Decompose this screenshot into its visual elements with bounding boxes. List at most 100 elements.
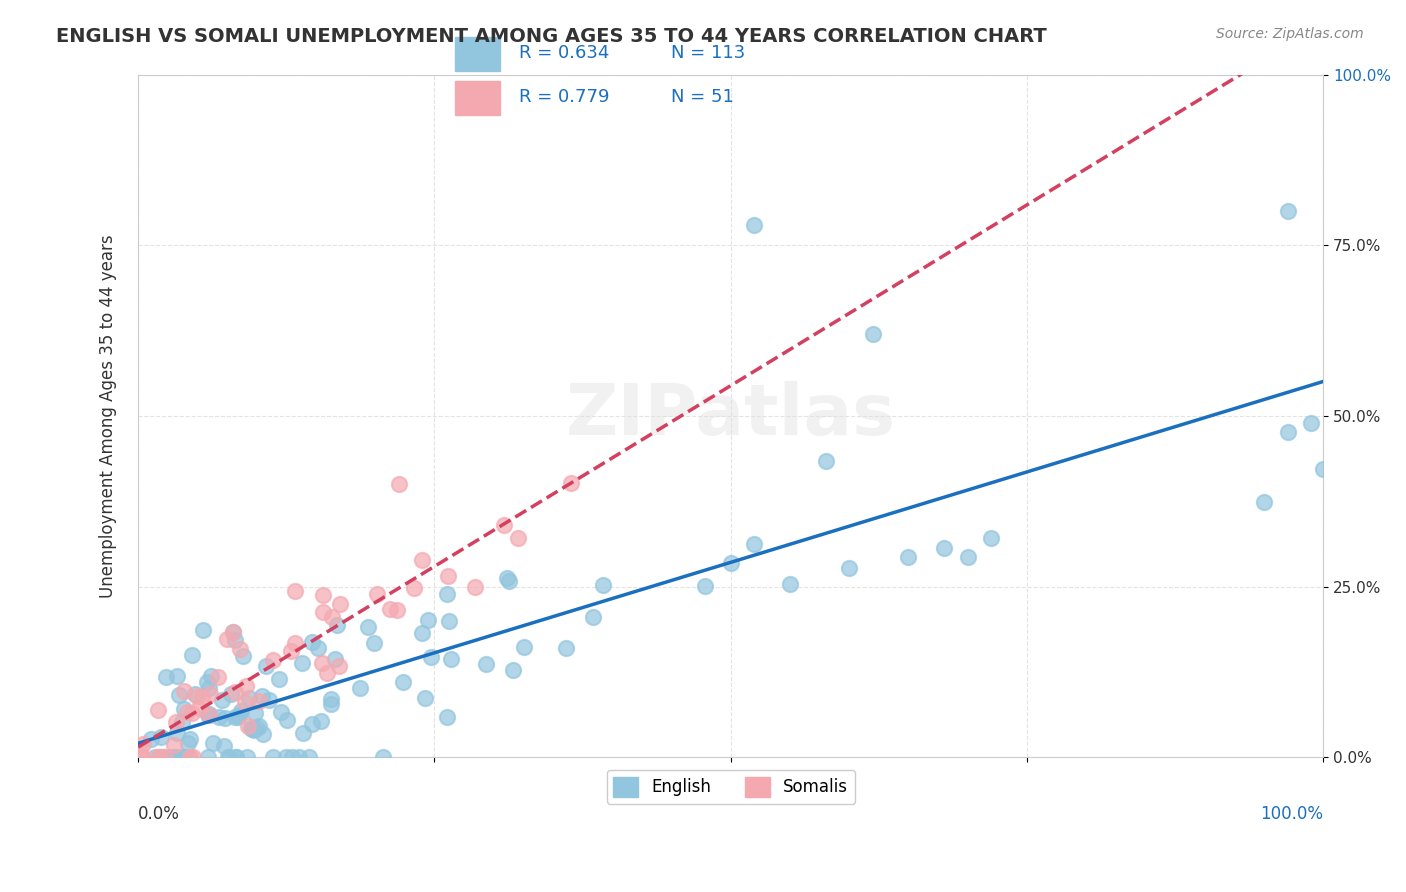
Point <box>560 476 582 491</box>
Point <box>281 750 304 764</box>
Point <box>298 750 321 764</box>
Point <box>437 614 460 628</box>
Point <box>284 583 307 598</box>
Point <box>436 587 458 601</box>
Point <box>262 653 284 667</box>
Point <box>197 708 219 723</box>
Point <box>166 669 188 683</box>
Point <box>197 681 219 695</box>
Point <box>224 710 246 724</box>
Point <box>148 750 170 764</box>
Point <box>150 750 173 764</box>
Point <box>233 695 256 709</box>
Point <box>311 656 333 670</box>
Text: ENGLISH VS SOMALI UNEMPLOYMENT AMONG AGES 35 TO 44 YEARS CORRELATION CHART: ENGLISH VS SOMALI UNEMPLOYMENT AMONG AGE… <box>56 27 1047 45</box>
Point <box>224 633 246 648</box>
Point <box>165 750 187 764</box>
Point <box>200 668 222 682</box>
Point <box>307 641 329 656</box>
Bar <box>456 81 501 115</box>
Point <box>508 532 530 546</box>
Text: R = 0.779: R = 0.779 <box>519 88 610 106</box>
Point <box>198 707 221 722</box>
Text: ZIPatlas: ZIPatlas <box>565 382 896 450</box>
Point <box>366 587 388 601</box>
Point <box>236 718 259 732</box>
Point <box>170 750 193 764</box>
Point <box>363 636 385 650</box>
Point <box>440 652 463 666</box>
Point <box>288 750 311 764</box>
Point <box>155 670 177 684</box>
Point <box>235 680 257 694</box>
Point <box>238 691 260 706</box>
Point <box>152 750 174 764</box>
Point <box>146 703 169 717</box>
Point <box>495 570 517 584</box>
Point <box>153 750 176 764</box>
Point <box>198 687 221 701</box>
Point <box>180 648 202 662</box>
Point <box>411 553 433 567</box>
Point <box>197 675 219 690</box>
Point <box>247 719 270 733</box>
Point <box>437 569 460 583</box>
Point <box>436 710 458 724</box>
Text: 0.0%: 0.0% <box>138 805 180 823</box>
Point <box>240 722 263 736</box>
Point <box>193 623 215 637</box>
Point <box>357 620 380 634</box>
Point <box>250 690 273 704</box>
Point <box>498 574 520 589</box>
Point <box>1301 416 1323 430</box>
Point <box>236 750 259 764</box>
Point <box>1277 204 1299 219</box>
Point <box>257 693 280 707</box>
Point <box>378 602 401 616</box>
Point <box>779 576 801 591</box>
Legend: English, Somalis: English, Somalis <box>606 770 855 804</box>
Point <box>243 723 266 738</box>
Point <box>212 739 235 754</box>
Text: N = 113: N = 113 <box>671 45 745 62</box>
Point <box>224 684 246 698</box>
Point <box>301 716 323 731</box>
Point <box>207 670 229 684</box>
Point <box>413 690 436 705</box>
Point <box>243 706 266 720</box>
Point <box>391 674 413 689</box>
Point <box>411 626 433 640</box>
Point <box>291 726 314 740</box>
Point <box>464 580 486 594</box>
Point <box>388 477 411 491</box>
Point <box>232 648 254 663</box>
Point <box>513 640 536 654</box>
Point <box>228 708 250 723</box>
Text: N = 51: N = 51 <box>671 88 734 106</box>
Point <box>188 701 211 715</box>
Point <box>239 721 262 735</box>
Point <box>276 750 298 764</box>
Point <box>173 702 195 716</box>
Point <box>693 579 716 593</box>
Point <box>744 218 766 232</box>
Point <box>197 706 219 721</box>
Point <box>838 561 860 575</box>
Point <box>226 710 249 724</box>
Point <box>312 588 335 602</box>
Point <box>814 454 837 468</box>
Text: R = 0.634: R = 0.634 <box>519 45 610 62</box>
Point <box>181 706 204 721</box>
Point <box>418 613 440 627</box>
Point <box>592 578 614 592</box>
Y-axis label: Unemployment Among Ages 35 to 44 years: Unemployment Among Ages 35 to 44 years <box>100 234 117 598</box>
Point <box>208 709 231 723</box>
Point <box>173 750 195 764</box>
Point <box>229 705 252 719</box>
Point <box>321 609 343 624</box>
Point <box>474 657 496 671</box>
Point <box>197 750 219 764</box>
Point <box>221 625 243 640</box>
Point <box>131 750 153 764</box>
Point <box>225 750 247 764</box>
